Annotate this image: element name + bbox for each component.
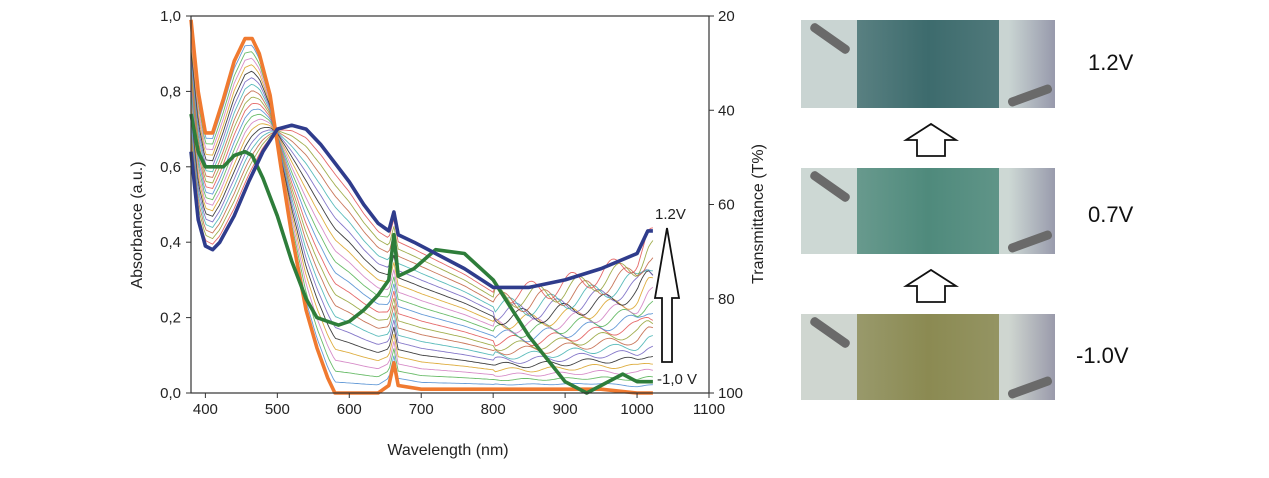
intermediate-series-line <box>190 120 654 321</box>
y-axis-label: Absorbance (a.u.) <box>129 161 146 288</box>
series-layer <box>189 19 654 395</box>
series-line-1 <box>189 113 653 395</box>
intermediate-series-line <box>190 101 654 334</box>
intermediate-series-line <box>190 130 654 313</box>
y-tick-label: 0,4 <box>160 234 181 251</box>
photo-1-2v <box>801 20 1055 108</box>
intermediate-series-line <box>190 113 654 326</box>
intermediate-series-line <box>190 38 653 377</box>
y-tick-label: 0,8 <box>160 83 181 100</box>
y2-tick-label: 20 <box>718 8 735 25</box>
x-tick-label: 800 <box>481 401 506 418</box>
x-tick-label: 1100 <box>693 401 725 418</box>
voltage-label-0-7v: 0.7V <box>1088 202 1134 227</box>
y2-tick-label: 60 <box>718 197 735 214</box>
electrochromic-film <box>856 20 1000 108</box>
voltage-arrow <box>653 227 681 363</box>
spectra-chart: 400 500 600 700 800 900 1000 1100 0,0 0,2 0,4 0,6 0,… <box>129 8 767 459</box>
up-arrow-icon <box>903 122 959 157</box>
x-tick-label: 700 <box>409 401 434 418</box>
annotation-top-voltage: 1.2V <box>655 206 686 223</box>
y-tick-label: 0,2 <box>160 310 181 327</box>
intermediate-series-line <box>190 107 653 330</box>
y-tick-label: 0,6 <box>160 159 181 176</box>
x-tick-label: 400 <box>193 401 218 418</box>
series-line-0 <box>189 19 653 395</box>
axis-ticks: 400 500 600 700 800 900 1000 1100 0,0 0,2 0,4 0,6 0,… <box>160 8 743 418</box>
electrochromic-film <box>856 168 1000 254</box>
y2-tick-label: 80 <box>718 291 735 308</box>
y2-tick-label: 100 <box>718 385 743 402</box>
voltage-label-1-2v: 1.2V <box>1088 50 1134 75</box>
intermediate-series-line <box>190 82 654 347</box>
voltage-label-minus-1-0v: -1.0V <box>1076 343 1129 368</box>
x-tick-label: 500 <box>265 401 290 418</box>
intermediate-series-line <box>190 51 653 369</box>
intermediate-series-line <box>190 63 654 360</box>
intermediate-series-line <box>190 88 654 343</box>
up-arrow-icon <box>903 268 959 303</box>
x-tick-label: 900 <box>553 401 578 418</box>
annotation-bottom-voltage: -1,0 V <box>657 371 697 388</box>
intermediate-series-line <box>190 126 653 317</box>
y2-tick-label: 40 <box>718 102 735 119</box>
electrochromic-film <box>856 314 1000 400</box>
y-tick-label: 1,0 <box>160 8 181 25</box>
y2-axis-label: Transmittance (T%) <box>750 144 767 284</box>
y-tick-label: 0,0 <box>160 385 181 402</box>
photo-0-7v <box>801 168 1055 254</box>
x-tick-label: 600 <box>337 401 362 418</box>
series-line-2 <box>189 123 653 290</box>
intermediate-series-line <box>190 95 654 338</box>
intermediate-series-line <box>190 76 654 351</box>
x-axis-label: Wavelength (nm) <box>387 442 508 459</box>
intermediate-series-line <box>190 44 653 373</box>
photo-minus-1-0v <box>801 314 1055 400</box>
intermediate-series-line <box>190 57 654 364</box>
plot-frame <box>190 15 710 394</box>
intermediate-series-line <box>190 69 654 356</box>
x-tick-label: 1000 <box>620 401 653 418</box>
